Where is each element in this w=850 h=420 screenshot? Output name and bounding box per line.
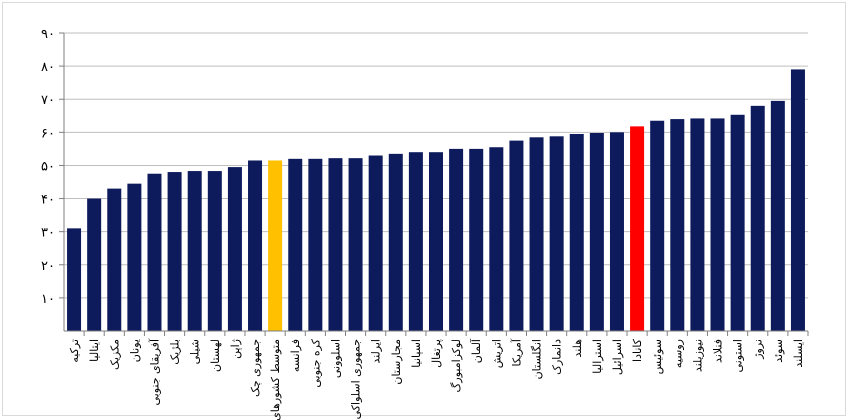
bar [630,126,645,331]
x-tick-label: روسیه [671,339,684,368]
bar [429,152,443,331]
x-tick-label: کره جنوبی [309,338,322,387]
x-tick-label: فنلاند [712,339,725,363]
x-tick-label: اسرائیل [611,339,624,375]
bar [710,118,725,331]
x-tick-label: شیلی [189,339,202,364]
bar [529,137,544,331]
bar [308,158,323,331]
bar [268,160,283,331]
x-tick-label: دانمارک [551,339,564,375]
bar [790,69,805,331]
axes [59,32,809,336]
x-tick-label: مجارستان [390,339,403,385]
bar [207,171,222,331]
x-tick-label: لوکزامبورگ [450,339,463,392]
x-tick-label: یونان [128,339,141,362]
x-tick-label: آفریقای جنوبی [147,338,161,405]
bar [770,100,785,331]
bar [388,153,403,331]
x-tick-label: جمهوری چک [249,339,262,397]
bar [690,118,705,331]
y-tick-label: ۷۰ [41,93,55,108]
bar [227,167,242,331]
bar [569,133,584,331]
x-tick-label: جمهوری اسلواکی [350,339,363,419]
bar [368,155,383,331]
y-tick-label: ۱۰ [41,292,55,307]
bar [147,173,162,331]
bar [288,158,303,331]
bar [730,114,745,331]
bar [127,183,142,331]
x-tick-label: اسلوونی [329,339,342,378]
bar [87,198,102,331]
x-tick-label: مکزیک [108,339,121,370]
bar [348,158,363,331]
x-tick-label: استونی [732,339,745,373]
y-tick-label: ۸۰ [41,60,55,75]
bar [67,228,82,331]
x-tick-label: نیوزیلند [691,339,704,372]
bar [609,132,624,331]
x-tick-label: نروژ [752,339,765,360]
bar [449,148,464,331]
x-tick-label: اتریش [490,339,503,368]
bar [248,160,263,331]
x-tick-label: ایرلند [370,339,383,364]
y-tick-label: ۳۰ [41,226,55,241]
bar [107,188,122,331]
bars [67,69,805,331]
y-tick-label: ۵۰ [41,159,55,174]
x-tick-label: ژاپن [229,339,242,359]
x-tick-label: استرالیا [591,339,604,374]
bar [670,119,685,331]
x-tick-label: آلمان [469,338,483,363]
x-axis-tick-labels: ترکیه ایتالیا مکزیک یونان آفریقای جنوبی بلژیک… [68,338,805,420]
x-tick-label: ترکیه [68,339,81,363]
y-axis-tick-labels: ۱۰ ۲۰ ۳۰ ۴۰ ۵۰ ۶۰ ۷۰ ۸۰ ۹۰ [41,27,55,307]
x-tick-label: سوئیس [651,339,664,374]
x-tick-label: پرتغال [430,339,443,368]
x-tick-label: ایتالیا [88,339,101,362]
bar [750,105,765,331]
bar [489,147,504,331]
x-tick-label: کانادا [631,338,644,362]
bar [187,171,202,331]
y-tick-label: ۲۰ [41,259,55,274]
x-tick-label: ایسلند [792,339,805,368]
bar [167,172,182,331]
bar [509,140,524,331]
x-tick-label: متوسط کشورهای [269,339,282,420]
x-tick-label: آمریکا [509,338,523,366]
x-tick-label: سوئد [772,339,785,363]
bar [549,136,564,331]
x-tick-label: لهستان [209,339,222,372]
x-tick-label: هلند [571,339,584,358]
x-tick-label: بلژیک [169,339,182,365]
y-tick-label: ۶۰ [41,126,55,141]
bar [328,158,343,331]
x-tick-label: اسپانیا [410,339,423,368]
x-tick-label: انگلستان [531,339,544,379]
bar [589,132,604,331]
y-tick-label: ۹۰ [41,27,55,42]
bar [408,152,423,331]
bar [650,120,665,331]
y-tick-label: ۴۰ [41,193,55,208]
bar [469,148,484,331]
x-tick-label: فرانسه [289,339,302,372]
